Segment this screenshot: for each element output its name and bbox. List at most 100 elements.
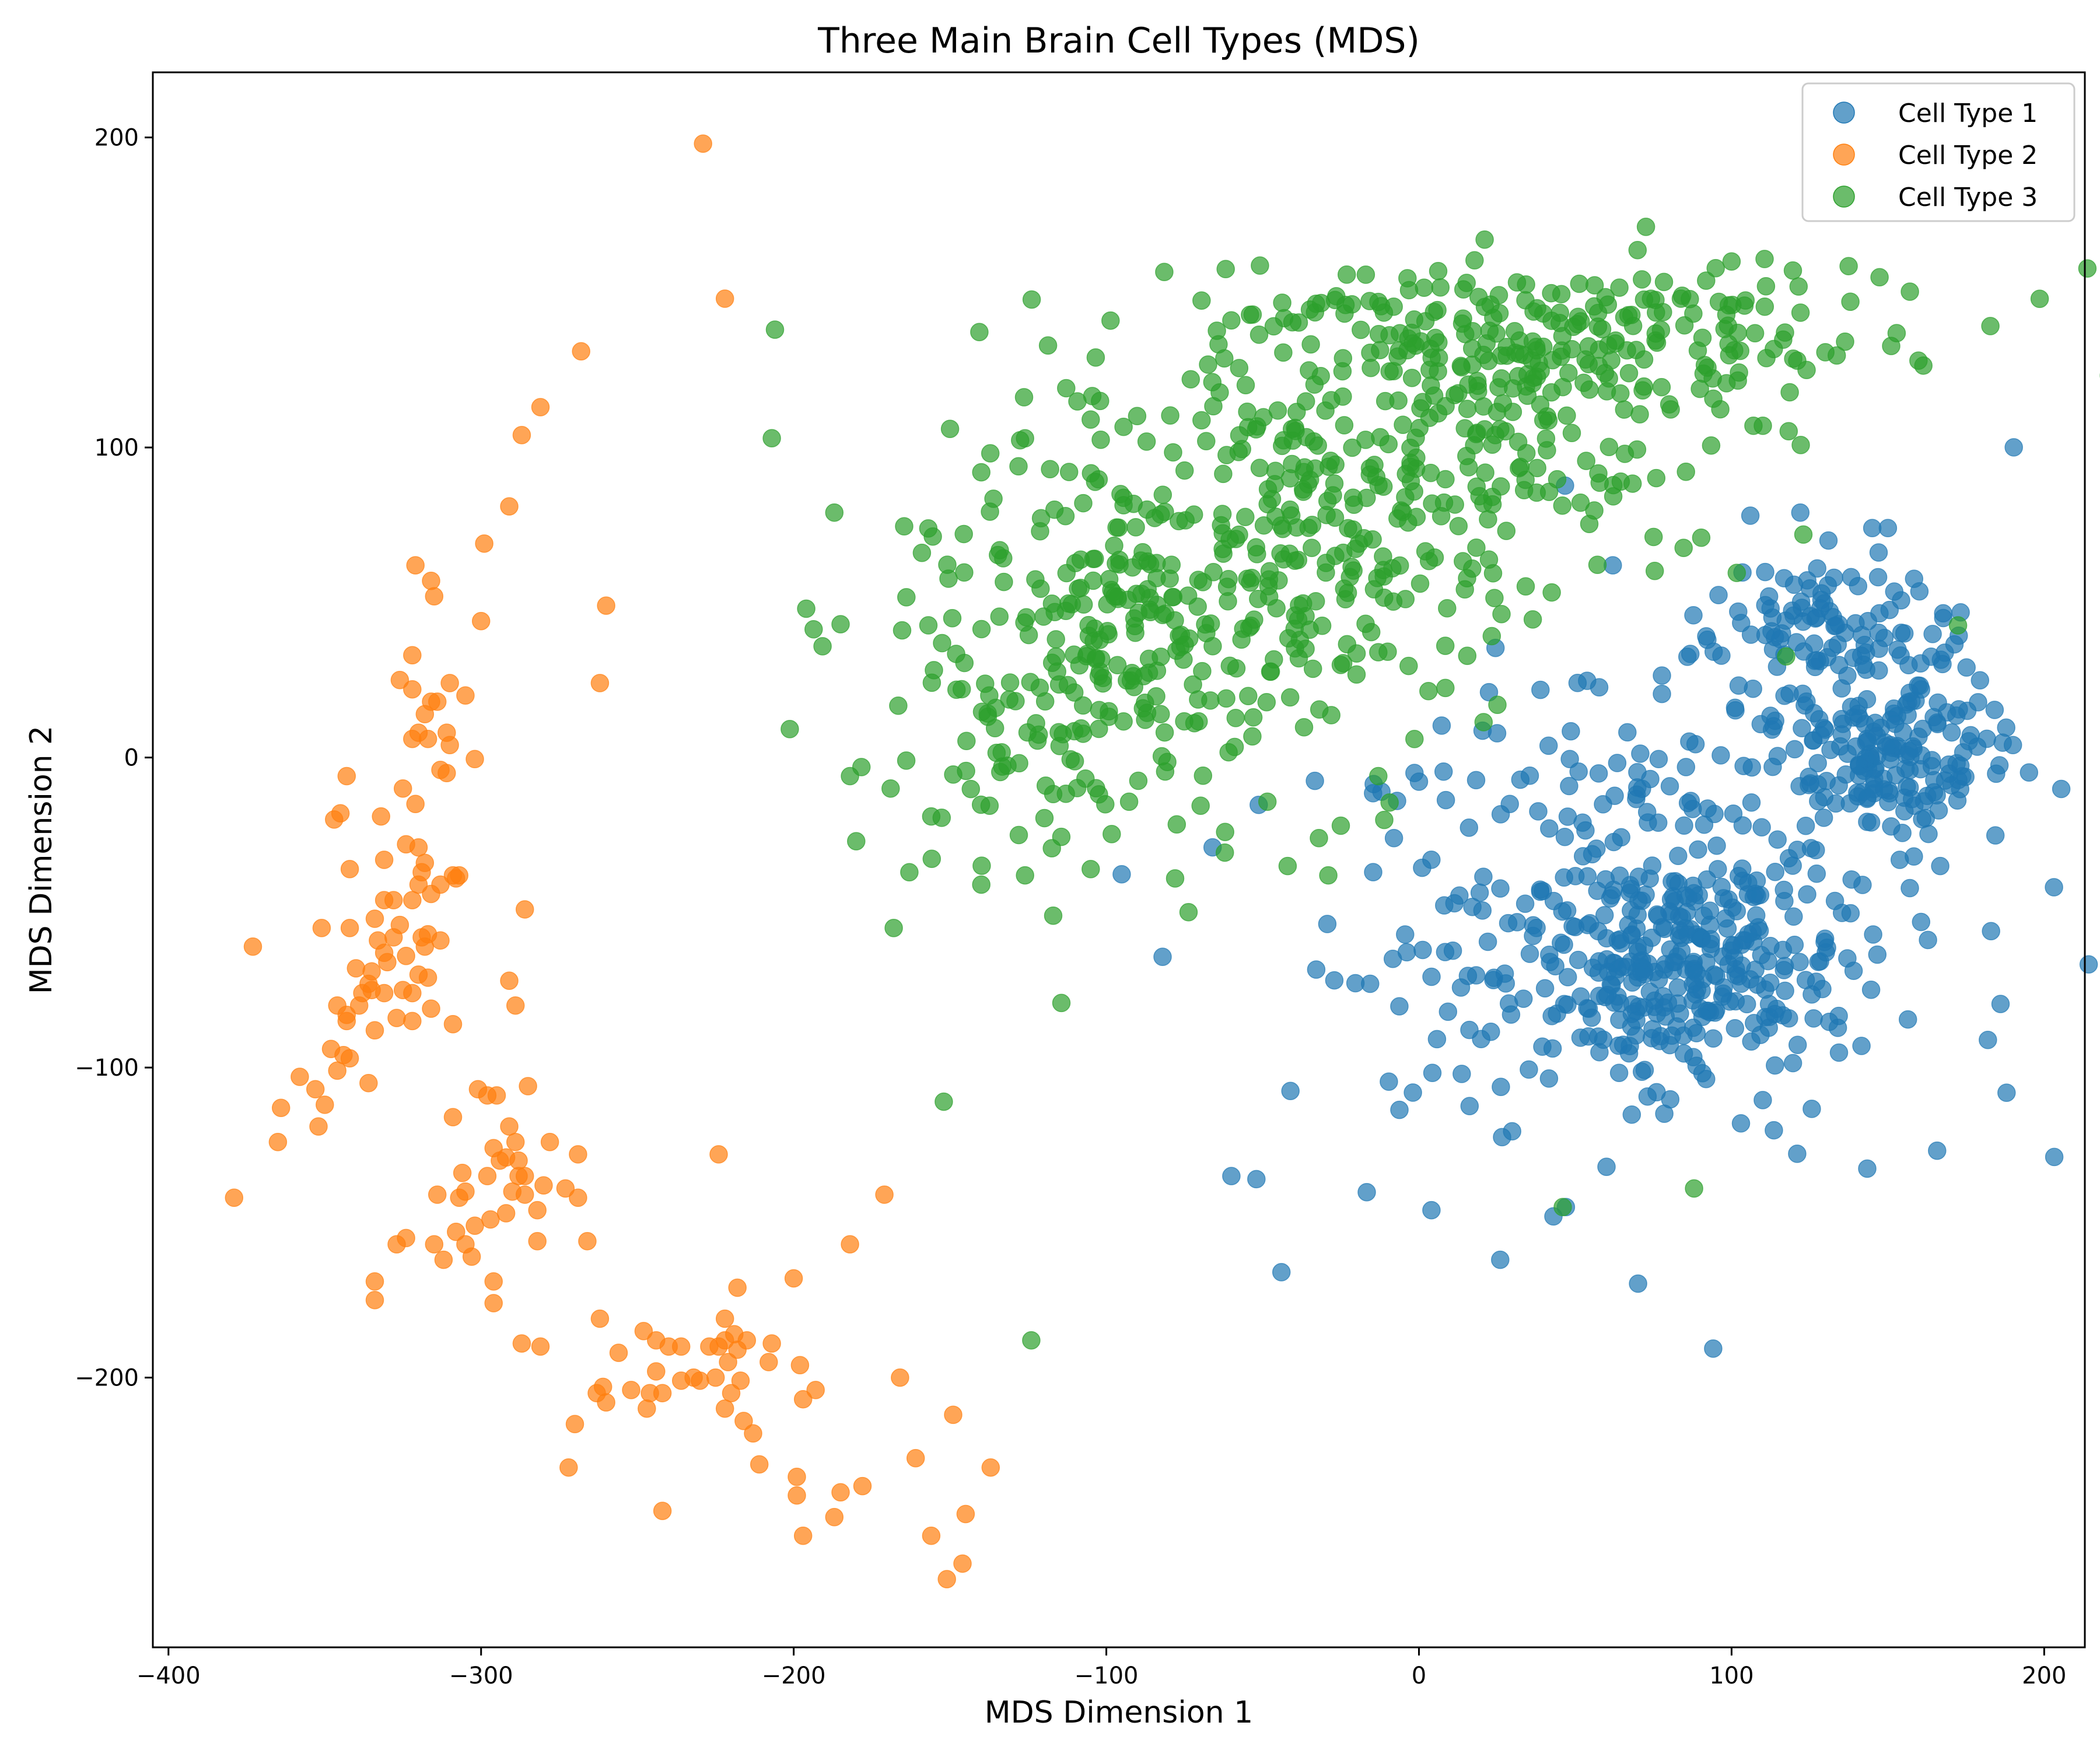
data-point xyxy=(1475,230,1494,249)
data-point xyxy=(1449,517,1468,536)
data-point xyxy=(1553,1198,1572,1217)
data-point xyxy=(1569,762,1588,781)
y-tick-label: 200 xyxy=(94,125,139,152)
data-point xyxy=(1105,587,1124,606)
data-point xyxy=(1336,296,1355,314)
data-point xyxy=(1219,569,1238,589)
data-point xyxy=(290,1068,309,1086)
data-point xyxy=(1704,1339,1723,1358)
data-point xyxy=(1539,736,1558,755)
data-point xyxy=(1467,538,1486,557)
data-point xyxy=(2030,289,2049,309)
data-point xyxy=(1516,894,1535,914)
data-point xyxy=(1105,536,1124,555)
data-point xyxy=(1489,378,1508,397)
data-point xyxy=(515,1185,534,1204)
data-point xyxy=(1312,293,1331,313)
data-point xyxy=(1948,791,1967,810)
data-point xyxy=(1676,758,1696,776)
data-point xyxy=(853,1476,872,1496)
data-point xyxy=(422,999,440,1018)
data-point xyxy=(1531,882,1550,901)
data-point xyxy=(1563,916,1582,936)
data-point xyxy=(989,545,1007,565)
data-point xyxy=(1479,510,1497,528)
data-point xyxy=(1729,967,1748,986)
data-point xyxy=(1929,801,1948,820)
data-point xyxy=(1375,810,1394,830)
data-point xyxy=(1260,562,1279,580)
data-point xyxy=(1612,828,1630,847)
data-point xyxy=(1152,648,1170,666)
plot-frame xyxy=(152,71,2086,1648)
data-point xyxy=(1552,285,1571,304)
data-point xyxy=(937,1570,956,1588)
data-point xyxy=(1808,651,1826,670)
data-point xyxy=(2079,955,2098,974)
data-point xyxy=(1239,687,1258,705)
data-point xyxy=(1192,411,1211,430)
data-point xyxy=(365,1272,384,1291)
data-point xyxy=(1492,1077,1510,1096)
data-point xyxy=(1628,762,1647,782)
data-point xyxy=(1589,764,1608,783)
data-point xyxy=(784,1269,803,1288)
data-point xyxy=(722,1384,741,1402)
data-point xyxy=(569,1145,587,1164)
data-point xyxy=(1765,1121,1783,1140)
data-point xyxy=(1719,334,1738,354)
data-point xyxy=(1524,302,1543,321)
data-point xyxy=(1729,676,1748,695)
data-point xyxy=(1153,606,1172,625)
data-point xyxy=(337,1012,356,1031)
data-point xyxy=(1905,569,1924,588)
data-point xyxy=(1016,866,1034,885)
data-point xyxy=(1369,292,1388,312)
data-point xyxy=(1870,639,1888,658)
data-point xyxy=(1541,953,1559,971)
data-point xyxy=(359,1073,378,1093)
data-point xyxy=(316,1096,334,1114)
data-point xyxy=(1273,293,1292,312)
data-point xyxy=(1927,713,1947,732)
data-point xyxy=(1124,667,1143,685)
data-point xyxy=(728,1278,747,1297)
data-point xyxy=(509,1151,528,1170)
data-point xyxy=(1583,845,1602,864)
data-point xyxy=(1539,411,1558,430)
data-point xyxy=(1948,616,1968,635)
data-point xyxy=(1793,684,1812,704)
data-point xyxy=(933,634,951,653)
data-point xyxy=(1634,377,1653,396)
data-point xyxy=(362,962,381,981)
data-point xyxy=(1702,930,1720,949)
data-point xyxy=(1378,642,1397,662)
data-point xyxy=(2078,259,2097,278)
data-point xyxy=(944,1405,963,1424)
data-point xyxy=(1595,906,1614,925)
data-point xyxy=(1217,689,1236,708)
data-point xyxy=(1863,519,1882,538)
data-point xyxy=(947,645,965,663)
data-point xyxy=(1636,218,1656,236)
data-point xyxy=(972,875,991,894)
data-point xyxy=(1656,1007,1675,1026)
data-point xyxy=(1858,813,1877,831)
data-point xyxy=(496,1204,516,1223)
data-point xyxy=(1458,646,1477,665)
data-point xyxy=(1982,922,2000,940)
data-point xyxy=(1611,472,1630,491)
data-point xyxy=(1660,395,1679,414)
data-point xyxy=(1303,516,1322,534)
data-point xyxy=(1474,867,1493,886)
data-point xyxy=(1338,635,1357,654)
data-point xyxy=(1649,750,1668,769)
data-point xyxy=(1402,369,1422,387)
data-point xyxy=(1832,904,1852,922)
data-point xyxy=(590,1309,610,1328)
data-point xyxy=(1031,579,1050,598)
data-point xyxy=(1854,655,1873,674)
data-point xyxy=(1784,575,1804,594)
data-point xyxy=(1542,583,1561,602)
data-point xyxy=(1086,348,1105,367)
